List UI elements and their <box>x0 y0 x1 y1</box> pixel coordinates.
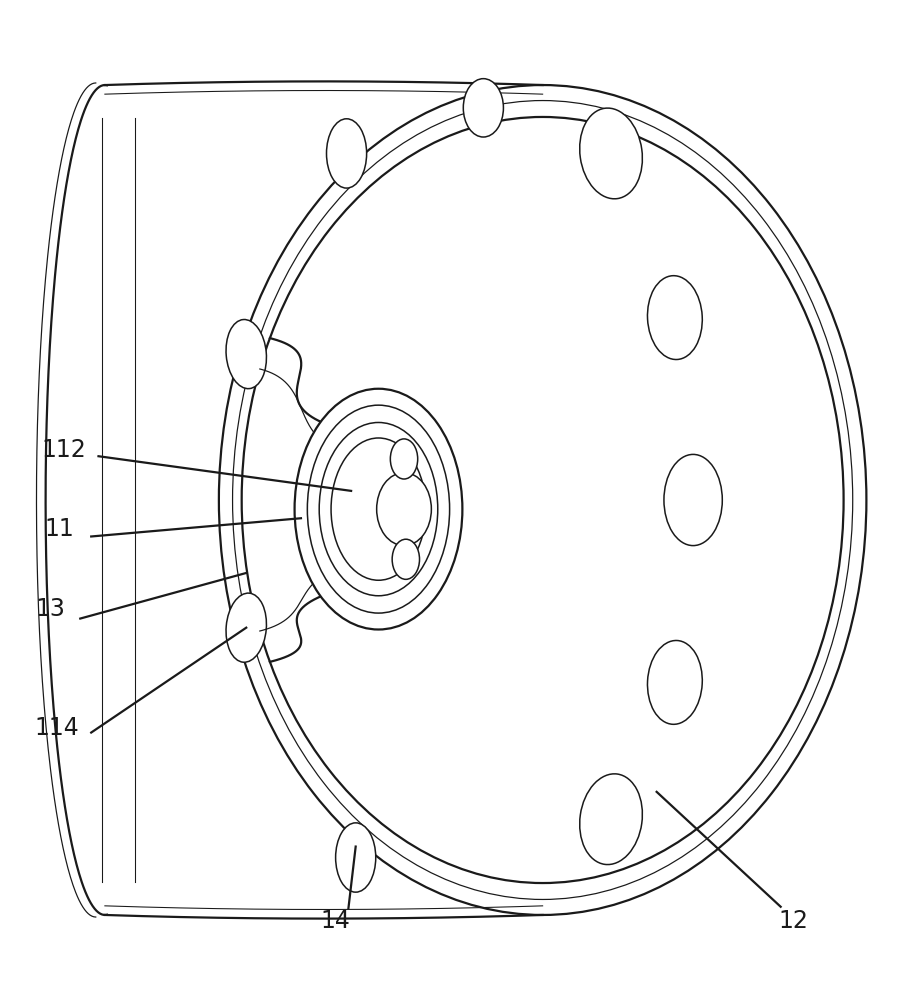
Ellipse shape <box>647 276 701 360</box>
Ellipse shape <box>376 473 431 546</box>
Text: 14: 14 <box>321 909 350 933</box>
Ellipse shape <box>294 389 462 630</box>
Text: 12: 12 <box>778 909 807 933</box>
Ellipse shape <box>326 119 366 188</box>
Ellipse shape <box>307 405 449 613</box>
Ellipse shape <box>241 117 843 883</box>
Ellipse shape <box>226 593 266 662</box>
Text: 11: 11 <box>45 517 74 541</box>
Ellipse shape <box>335 823 375 892</box>
Text: 13: 13 <box>36 597 65 621</box>
Ellipse shape <box>390 439 417 479</box>
Text: 112: 112 <box>41 438 87 462</box>
Ellipse shape <box>219 85 865 915</box>
Ellipse shape <box>579 108 641 199</box>
Ellipse shape <box>331 438 425 580</box>
Ellipse shape <box>319 422 437 596</box>
Ellipse shape <box>232 101 852 899</box>
Ellipse shape <box>579 774 641 865</box>
Ellipse shape <box>647 640 701 724</box>
Ellipse shape <box>392 539 419 579</box>
Text: 114: 114 <box>34 716 79 740</box>
Ellipse shape <box>463 79 503 137</box>
Ellipse shape <box>226 320 266 389</box>
Ellipse shape <box>663 454 722 546</box>
